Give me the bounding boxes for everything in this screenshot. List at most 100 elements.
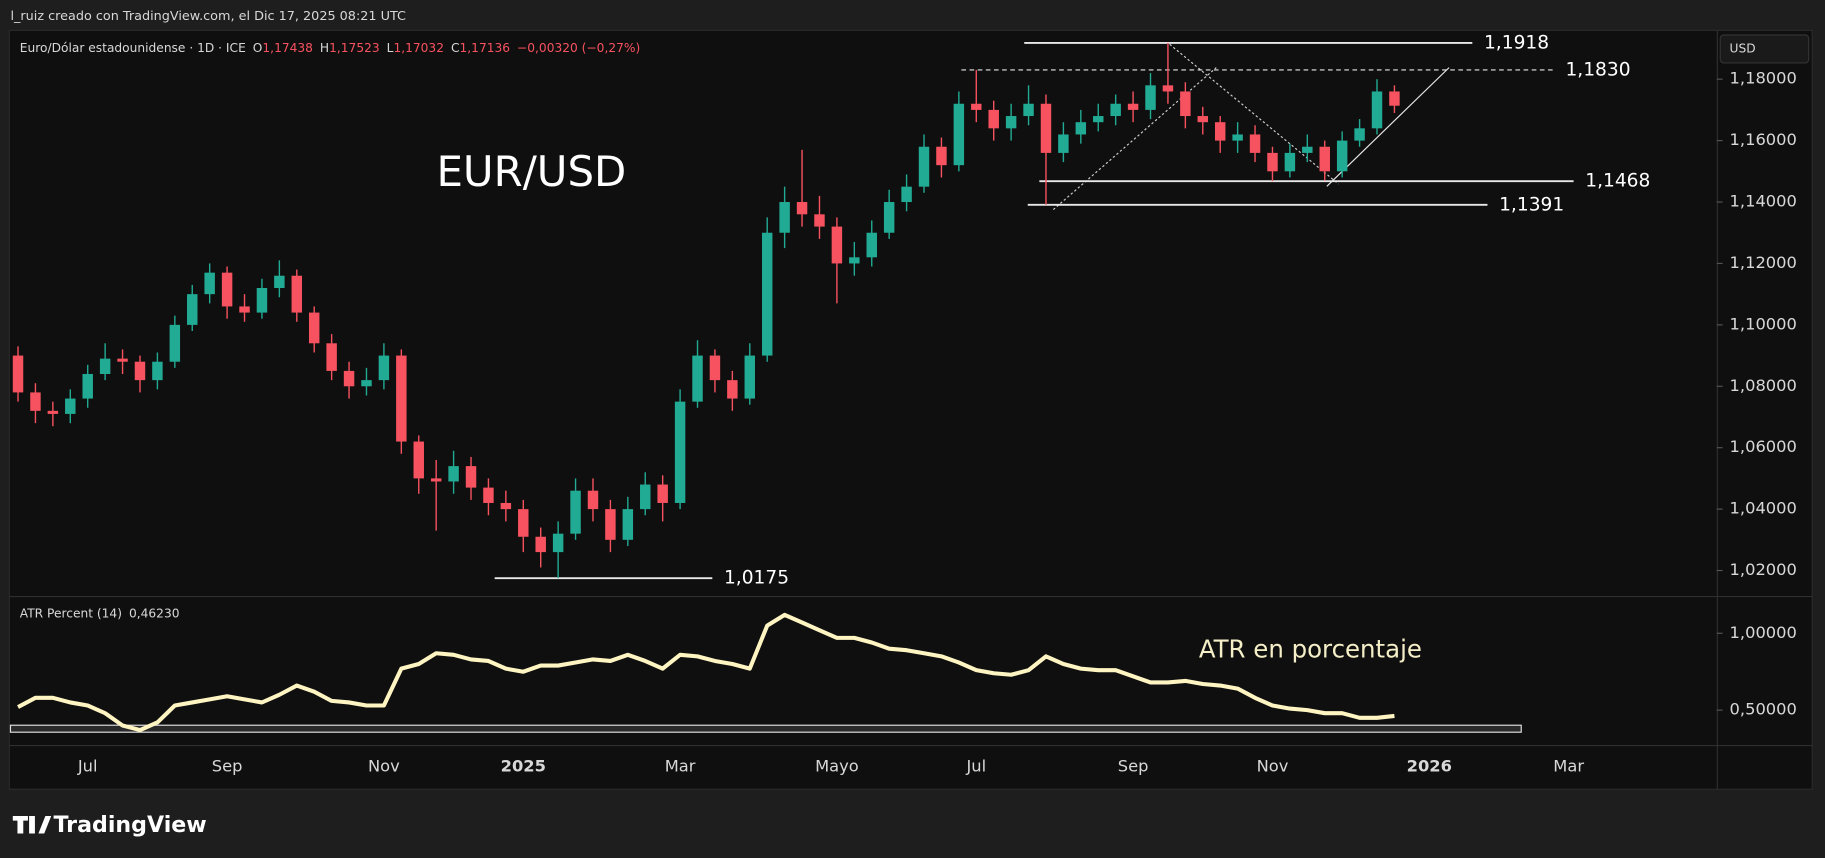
symbol: Euro/Dólar estadounidense · 1D · ICE	[20, 40, 246, 54]
candle-body	[221, 272, 233, 307]
candle-body	[274, 275, 285, 289]
level-label: 1,1918	[1484, 32, 1549, 53]
candle-body	[1110, 103, 1121, 117]
candle-body	[901, 186, 912, 203]
candle-body	[152, 361, 163, 381]
candle-body	[883, 202, 895, 233]
candle-body	[1389, 91, 1400, 106]
candle-body	[918, 146, 930, 187]
candle-body	[378, 355, 390, 381]
indicator-annotation: ATR en porcentaje	[1199, 635, 1422, 664]
candle-body	[587, 490, 599, 510]
candle-body	[744, 355, 756, 399]
candle-body	[1354, 128, 1365, 141]
candle-body	[361, 380, 372, 387]
candle-body	[622, 509, 634, 540]
candle-body	[971, 103, 982, 110]
candle-body	[500, 502, 512, 510]
ohlc-value: 1,17032	[393, 40, 444, 54]
candle-body	[796, 202, 808, 215]
ohlc-value: 1,17523	[329, 40, 380, 54]
candle-body	[674, 401, 686, 503]
candle-body	[988, 109, 999, 129]
candle-body	[430, 478, 442, 482]
indicator-title: ATR Percent (14)	[20, 606, 122, 620]
candle-body	[1127, 103, 1139, 110]
x-tick-label: Nov	[368, 757, 400, 776]
candle-body	[308, 312, 320, 344]
symbol-header: Euro/Dólar estadounidense · 1D · ICE O1,1…	[20, 40, 640, 54]
candle-body	[343, 370, 355, 387]
candle-body	[727, 380, 738, 399]
currency-box[interactable]	[1719, 34, 1810, 64]
y-tick-label: 1,08000	[1730, 376, 1797, 395]
x-tick-label: Sep	[1118, 757, 1149, 776]
y-tick-label: 1,16000	[1730, 130, 1797, 149]
candle-body	[1093, 116, 1104, 123]
candle-body	[849, 257, 860, 264]
candle-body	[256, 288, 268, 313]
candle-body	[326, 343, 337, 371]
candle-body	[1267, 152, 1278, 172]
y-tick-label: 0,50000	[1730, 700, 1797, 719]
candle-body	[1249, 134, 1261, 153]
candle-body	[761, 232, 773, 356]
ohlc-value: 1,17136	[460, 40, 511, 54]
candle-body	[518, 509, 529, 537]
credit: l_ruiz creado con TradingView.com, el Di…	[10, 9, 406, 24]
candle-body	[953, 103, 965, 166]
y-tick-label: 1,02000	[1730, 560, 1797, 579]
candle-body	[99, 358, 111, 374]
y-tick-label: 1,04000	[1730, 499, 1797, 518]
candle-body	[1145, 85, 1156, 110]
ohlc-key: C	[451, 40, 460, 54]
candle-body	[396, 355, 407, 442]
candle-body	[1040, 103, 1052, 153]
candle-body	[866, 232, 877, 258]
y-tick-label: 1,06000	[1730, 437, 1797, 456]
x-tick-label: 2025	[501, 757, 546, 776]
candle-body	[779, 202, 790, 233]
candle-body	[1075, 122, 1087, 135]
indicator-legend: ATR Percent (14) 0,46230	[20, 606, 180, 620]
x-tick-label: Mayo	[815, 757, 859, 776]
indicator-value: 0,46230	[129, 606, 180, 620]
candle-body	[535, 536, 546, 553]
candle-body	[1214, 122, 1226, 141]
trendline	[1169, 43, 1339, 185]
level-label: 1,1468	[1585, 171, 1650, 192]
candle-body	[12, 355, 24, 393]
chart-pane	[8, 29, 1813, 790]
candle-body	[239, 306, 250, 313]
candle-body	[605, 509, 616, 540]
ohlc-key: L	[387, 40, 394, 54]
candle-body	[709, 355, 721, 381]
candle-body	[1180, 91, 1191, 117]
candle-body	[30, 392, 41, 411]
change: −0,00320 (−0,27%)	[517, 40, 640, 54]
candle-body	[1319, 146, 1330, 172]
y-tick-label: 1,00000	[1730, 623, 1797, 642]
x-tick-label: 2026	[1407, 757, 1452, 776]
candle-body	[1232, 134, 1243, 141]
candle-body	[1197, 116, 1209, 123]
candle-body	[831, 226, 843, 264]
candle-body	[47, 410, 59, 414]
candle-body	[1023, 103, 1034, 117]
candle-body	[134, 361, 146, 381]
candle-body	[814, 214, 825, 227]
candle-body	[1162, 85, 1174, 92]
x-tick-label: Jul	[965, 757, 986, 776]
x-tick-label: Mar	[665, 757, 696, 776]
y-tick-label: 1,12000	[1730, 253, 1797, 272]
atr-band	[9, 724, 1522, 733]
x-tick-label: Jul	[77, 757, 98, 776]
y-tick-label: 1,18000	[1730, 69, 1797, 88]
logo-icon	[12, 815, 52, 834]
level-label: 1,0175	[724, 568, 789, 589]
candle-body	[204, 272, 215, 295]
trendline	[1052, 67, 1217, 211]
level-label: 1,1391	[1499, 194, 1564, 215]
candle-body	[1284, 152, 1296, 172]
